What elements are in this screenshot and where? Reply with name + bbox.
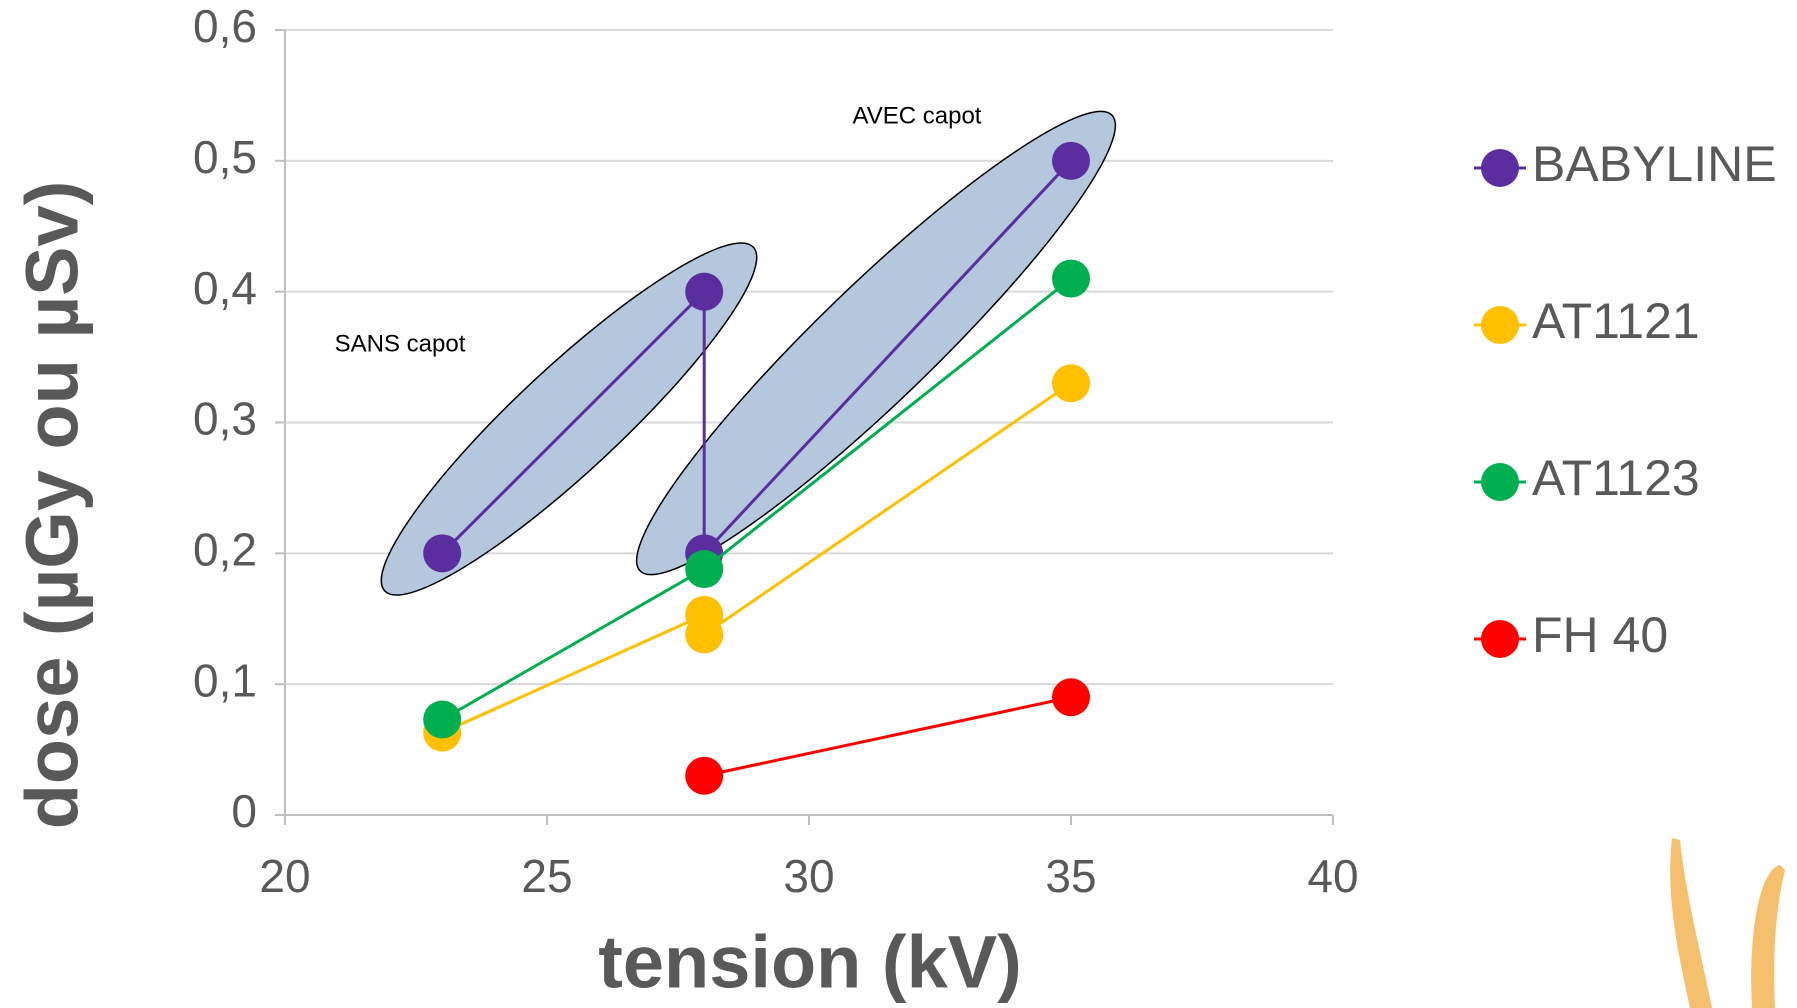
y-tick-label: 0,6: [193, 0, 257, 52]
x-tick-label: 40: [1307, 850, 1358, 902]
data-point: [1052, 364, 1090, 402]
data-point: [423, 534, 461, 572]
x-tick-label: 30: [783, 850, 834, 902]
data-point: [685, 615, 723, 653]
chart: 0 0,1 0,2 0,3 0,4 0,5 0,6 20 25 30 35 40 tension (k…: [0, 0, 1797, 1008]
x-axis-title: tension (kV): [598, 921, 1021, 1004]
data-point: [685, 550, 723, 588]
legend-marker: [1481, 306, 1519, 344]
legend-marker: [1481, 149, 1519, 187]
y-tick-label: 0,5: [193, 131, 257, 183]
y-tick-label: 0,4: [193, 262, 257, 314]
legend-label: AT1121: [1532, 293, 1700, 349]
decoration: [1670, 838, 1712, 1008]
decoration: [1751, 865, 1785, 1008]
legend-marker: [1481, 620, 1519, 658]
data-point: [423, 700, 461, 738]
data-point: [1052, 678, 1090, 716]
legend-label: AT1123: [1532, 450, 1700, 506]
annotation: SANS capot: [335, 330, 466, 357]
y-tick-label: 0,2: [193, 523, 257, 575]
data-point: [685, 757, 723, 795]
legend-label: BABYLINE: [1532, 136, 1777, 192]
y-tick-label: 0: [231, 785, 257, 837]
x-tick-label: 20: [259, 850, 310, 902]
x-tick-label: 25: [521, 850, 572, 902]
data-point: [1052, 260, 1090, 298]
legend-marker: [1481, 463, 1519, 501]
y-tick-label: 0,1: [193, 654, 257, 706]
series-line: [704, 697, 1071, 776]
data-point: [1052, 142, 1090, 180]
y-axis-title: dose (µGy ou µSv): [11, 181, 94, 830]
annotation: AVEC capot: [853, 102, 982, 129]
data-point: [685, 273, 723, 311]
plot-area: 0 0,1 0,2 0,3 0,4 0,5 0,6 20 25 30 35 40: [193, 0, 1359, 902]
y-tick-label: 0,3: [193, 393, 257, 445]
x-tick-label: 35: [1045, 850, 1096, 902]
legend-label: FH 40: [1532, 607, 1668, 663]
